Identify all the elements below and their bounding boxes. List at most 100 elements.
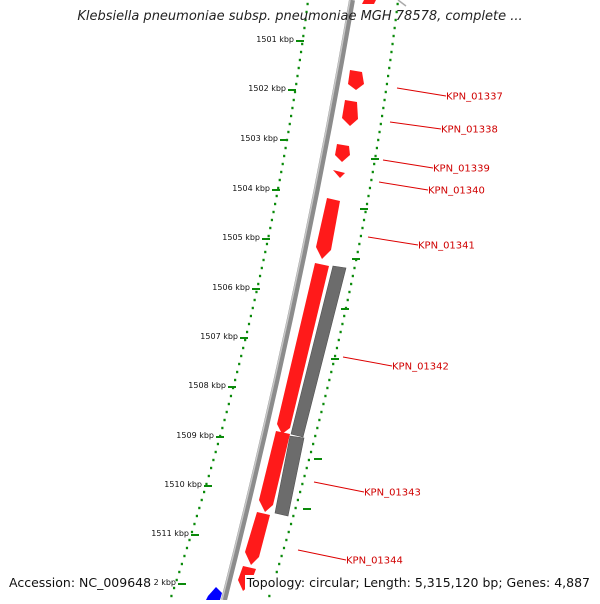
gc-dot — [258, 274, 262, 278]
tick-mark — [288, 89, 296, 91]
gc-dot — [210, 466, 213, 470]
gc-dot — [294, 506, 297, 510]
tick-fragment-top — [397, 0, 407, 7]
gc-dot — [374, 154, 377, 158]
gene-label[interactable]: KPN_01342 — [392, 362, 449, 373]
gc-dot — [269, 226, 272, 230]
gene-label-leader — [313, 481, 365, 493]
gene-label-leader — [297, 549, 347, 561]
gene-kpn01337[interactable] — [348, 70, 364, 90]
gc-dot — [257, 282, 260, 286]
gc-dot — [370, 178, 373, 182]
reverse-strand-genes — [274, 265, 347, 517]
gene-label[interactable]: KPN_01341 — [418, 241, 475, 252]
gc-dot — [253, 298, 256, 302]
tick-mark — [216, 436, 224, 438]
accession-text: Accession: NC_009648 — [9, 575, 154, 590]
gene-label-leader — [342, 356, 393, 367]
feature-blue[interactable] — [206, 587, 222, 600]
gc-dot — [326, 386, 329, 390]
gc-dot — [293, 90, 297, 94]
gc-dot — [200, 498, 203, 502]
gc-dot — [268, 594, 271, 598]
gc-dot — [299, 50, 303, 54]
genome-backbone-highlight — [221, 0, 351, 601]
gc-dot — [303, 474, 306, 478]
gc-dot — [183, 554, 186, 558]
gc-dot — [303, 26, 306, 30]
gc-dot — [236, 370, 239, 374]
forward-strand-genes — [238, 0, 376, 591]
gc-dot — [288, 122, 291, 126]
gc-dot — [214, 450, 217, 454]
gc-dot — [249, 314, 253, 318]
gene-kpn01343-forward[interactable] — [259, 431, 290, 512]
gc-dot — [328, 378, 331, 382]
gc-dot — [358, 242, 361, 246]
gc-dot — [221, 426, 224, 430]
gc-dot — [316, 426, 319, 430]
gc-dot — [379, 122, 382, 126]
gc-dot — [205, 482, 208, 486]
tick-mark — [191, 534, 199, 536]
tick-mark — [252, 288, 260, 290]
gc-dot — [305, 10, 308, 14]
tick-mark — [240, 337, 248, 339]
gene-kpn01341[interactable] — [316, 198, 340, 259]
tick-mark — [280, 139, 288, 141]
gc-dot — [270, 218, 274, 222]
gc-dot — [283, 154, 286, 158]
gc-dot — [272, 210, 275, 214]
gc-dot — [339, 330, 342, 334]
tick-label: 1507 kbp — [200, 332, 238, 341]
gc-dot — [297, 66, 300, 70]
gc-dot — [234, 378, 237, 382]
gene-kpn01343[interactable] — [274, 435, 305, 517]
gene-label[interactable]: KPN_01339 — [433, 164, 490, 175]
gene-label[interactable]: KPN_01340 — [428, 186, 485, 197]
tick-label: 1505 kbp — [222, 233, 260, 242]
gc-dot — [172, 586, 176, 590]
gene-kpn01342-forward[interactable] — [277, 263, 329, 434]
gc-dot — [284, 146, 287, 150]
gc-dot — [275, 194, 278, 198]
tick-labels: 1501 kbp 1502 kbp 1503 kbp 1504 kbp 1505 kbp… — [138, 35, 294, 587]
tick-label: 1508 kbp — [188, 381, 226, 390]
gene-kpn01342[interactable] — [290, 265, 347, 438]
gc-dot — [198, 506, 201, 510]
tick-mark — [262, 238, 270, 240]
gene-kpn01340[interactable] — [333, 170, 345, 178]
gene-labels: KPN_01337 KPN_01338 KPN_01339 KPN_01340 KPN_… — [346, 92, 503, 567]
gene-kpn01338[interactable] — [342, 100, 358, 126]
gc-dot — [292, 514, 295, 518]
gene-label[interactable]: KPN_01344 — [346, 556, 403, 567]
gc-dot — [389, 58, 392, 62]
gc-dot — [395, 10, 398, 14]
gc-dot — [353, 266, 356, 270]
gene-kpn01344[interactable] — [245, 512, 270, 565]
tick-marks — [178, 40, 379, 585]
gc-dot — [356, 250, 359, 254]
gc-dot — [301, 42, 304, 46]
gene-partial-top[interactable] — [362, 0, 376, 4]
gc-dot — [365, 202, 369, 206]
gene-kpn01339[interactable] — [335, 144, 350, 162]
gc-dot — [251, 306, 254, 310]
tick-mark — [331, 358, 339, 360]
gene-label[interactable]: KPN_01337 — [446, 92, 503, 103]
gc-dot — [392, 34, 395, 38]
gc-dot — [262, 258, 265, 262]
gc-dot — [394, 18, 397, 22]
gc-dot — [299, 490, 302, 494]
gc-dot — [285, 538, 288, 542]
tick-mark — [178, 583, 186, 585]
gc-dot — [380, 114, 384, 118]
gc-dot — [322, 402, 325, 406]
gene-label[interactable]: KPN_01338 — [441, 125, 498, 136]
gc-dot — [359, 234, 363, 238]
gc-dot — [229, 394, 233, 398]
tick-mark — [352, 258, 360, 260]
gene-label[interactable]: KPN_01343 — [364, 488, 421, 499]
